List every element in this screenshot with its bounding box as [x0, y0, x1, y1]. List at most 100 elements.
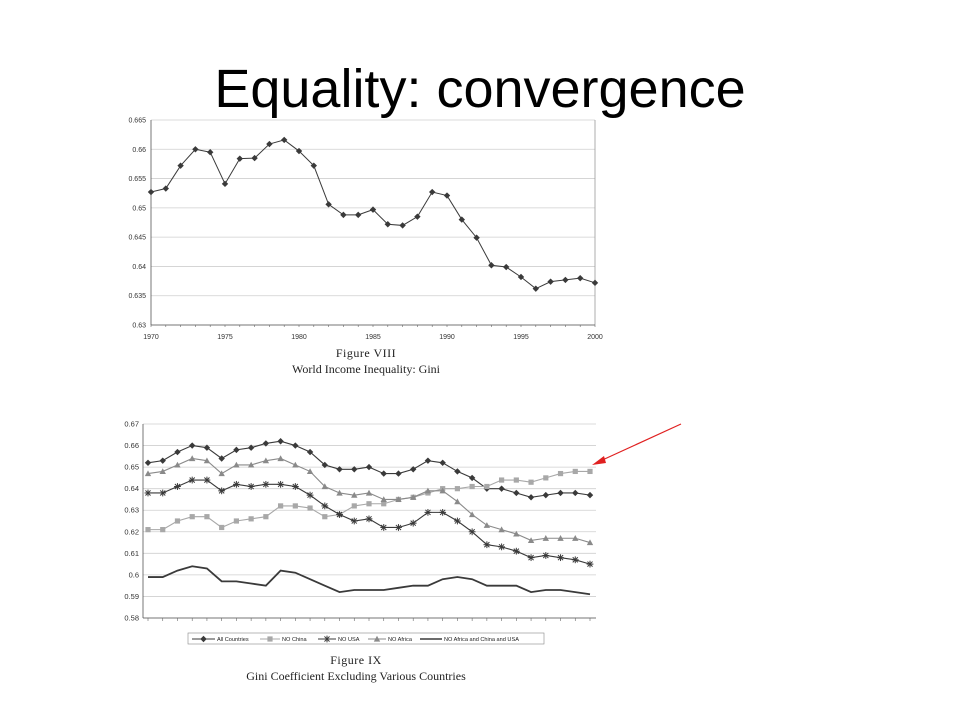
fig8-data-point — [473, 234, 480, 241]
fig8-data-point — [162, 185, 169, 192]
fig8-data-point — [503, 263, 510, 271]
fig9-series-3-point — [321, 483, 328, 490]
fig9-series-3-point — [468, 511, 476, 518]
fig9-legend-label-1: NO China — [282, 637, 307, 643]
fig9-series-2-point — [306, 491, 314, 499]
fig9-series-3-point — [395, 496, 402, 503]
fig9-y-tick-label: 0.62 — [124, 527, 139, 536]
fig9-series-3-point — [218, 470, 225, 477]
fig9-legend-marker-0 — [200, 635, 207, 643]
fig9-series-2-point — [277, 480, 284, 488]
annotation-arrowhead — [592, 456, 606, 465]
fig8-data-point — [399, 222, 406, 229]
fig9-y-tick-label: 0.66 — [124, 441, 139, 450]
fig9-series-3-point — [513, 530, 520, 537]
fig9-series-1-point — [587, 468, 593, 475]
fig9-series-1-point — [528, 479, 534, 485]
fig8-data-point — [340, 211, 347, 219]
fig9-y-tick-label: 0.67 — [124, 420, 139, 429]
fig9-series-1-point — [381, 501, 387, 507]
fig8-data-point — [281, 136, 288, 144]
fig8-x-tick-label: 1985 — [365, 334, 381, 341]
fig9-series-0-point — [468, 474, 476, 482]
fig9-legend-label-4: NO Africa and China and USA — [444, 637, 519, 643]
fig8-y-tick-label: 0.655 — [128, 176, 146, 183]
fig9-series-2-point — [350, 517, 358, 525]
fig9-series-2-point — [218, 487, 226, 495]
fig8-data-point — [414, 213, 421, 220]
fig9-series-2-point — [365, 515, 373, 523]
fig9-series-0-point — [365, 463, 373, 471]
fig9-series-1-point — [366, 501, 372, 507]
fig9-series-2-point — [571, 556, 579, 564]
fig9-series-3-point — [336, 489, 343, 496]
fig9-legend-box — [187, 632, 545, 645]
fig8-x-tick-label: 1970 — [143, 334, 159, 341]
fig9-series-1-point — [572, 468, 578, 475]
fig9-series-3-point — [498, 526, 505, 533]
fig9-series-2-point — [395, 524, 402, 531]
fig8-data-point — [443, 192, 451, 199]
fig9-series-0-point — [189, 442, 196, 449]
fig9-series-1-point — [219, 524, 225, 531]
fig8-label: Figure VIII — [336, 346, 396, 360]
fig9-series-0-point — [218, 455, 225, 462]
fig9-series-1-point — [233, 518, 239, 524]
fig9-series-2-point — [527, 554, 535, 562]
fig8-x-tick-label: 1995 — [513, 334, 529, 341]
fig9-series-3-point — [306, 468, 314, 475]
fig8-data-point — [355, 211, 362, 219]
fig8-x-tick-label: 1980 — [291, 334, 307, 341]
fig8-x-tick-label: 1990 — [439, 334, 455, 341]
fig9-series-2-point — [542, 552, 550, 559]
fig9-series-0-point — [557, 489, 564, 497]
fig8-data-point — [547, 278, 554, 285]
fig9-series-2-point — [188, 476, 196, 484]
slide-title: Equality: convergence — [214, 59, 746, 119]
fig9-series-2-point — [203, 476, 211, 484]
fig8-y-tick-label: 0.64 — [132, 264, 146, 271]
fig9-series-3-point — [174, 461, 181, 468]
fig9-series-2-point — [439, 508, 447, 516]
fig9-series-0-point — [395, 470, 402, 477]
fig9-series-0-point — [498, 485, 505, 492]
fig9-y-tick-label: 0.63 — [124, 506, 139, 515]
fig9-series-0-point — [513, 489, 520, 497]
fig9-series-0-point — [586, 491, 594, 499]
fig9-legend-marker-2 — [323, 635, 331, 643]
fig9-series-1-point — [292, 503, 298, 509]
fig9-series-0-point — [247, 444, 255, 451]
fig9-series-3-point — [247, 461, 255, 468]
fig9-series-1-point — [204, 514, 210, 520]
fig9-series-2-point — [468, 528, 476, 536]
fig8-data-point — [147, 188, 155, 196]
fig9-series-1-point — [513, 477, 519, 483]
fig9-series-1-point — [543, 475, 549, 481]
fig9-series-1-point — [484, 483, 490, 490]
fig9-series-0-point — [351, 466, 358, 473]
fig8-data-point — [562, 276, 569, 284]
fig8-y-tick-label: 0.66 — [132, 147, 146, 154]
annotation-arrow — [597, 423, 682, 463]
fig9-series-0-point — [277, 438, 284, 445]
fig9-series-0-point — [336, 466, 343, 473]
fig8-data-point — [177, 162, 184, 169]
fig9-series-3-point — [233, 461, 240, 468]
fig9-series-1-point — [248, 516, 254, 522]
fig9-series-1-point — [454, 486, 460, 492]
fig9-series-3-point — [159, 468, 166, 475]
fig9-series-2-point — [380, 524, 388, 531]
fig9-legend-marker-1 — [267, 636, 273, 642]
fig8-data-point — [384, 221, 391, 228]
fig8-data-point — [458, 216, 465, 223]
fig9-series-1-point — [278, 503, 284, 509]
fig9-legend-label-2: NO USA — [338, 637, 360, 643]
fig9-series-2-point — [144, 489, 152, 497]
fig9-series-1-point — [322, 514, 328, 520]
fig9-series-1-point — [263, 514, 269, 520]
fig8-data-point — [221, 180, 229, 188]
fig8-data-point — [251, 154, 258, 162]
fig9-series-2-point — [247, 483, 255, 490]
fig9-series-1-point — [145, 527, 151, 533]
fig9-series-0-point — [262, 440, 270, 447]
